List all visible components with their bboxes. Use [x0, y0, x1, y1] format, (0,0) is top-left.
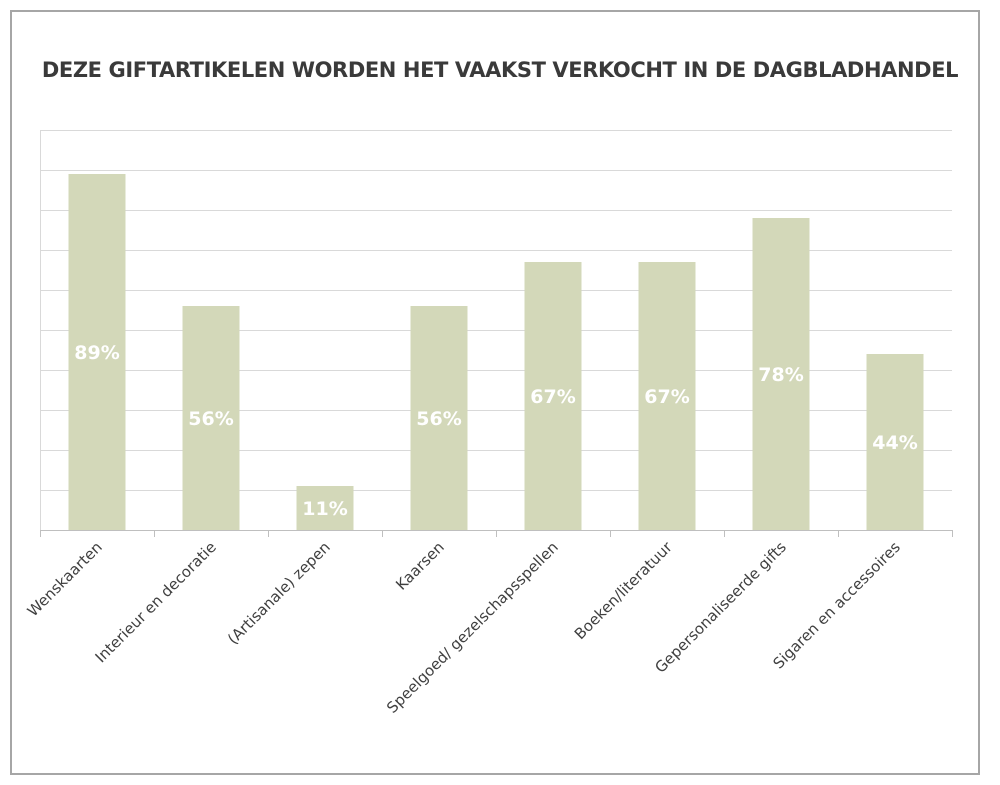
category-label: Interieur en decoratie [92, 538, 220, 666]
data-label: 89% [74, 342, 119, 364]
bar [866, 354, 924, 530]
category-label: Wenskaarten [24, 538, 106, 620]
bar [524, 262, 582, 530]
data-label: 67% [644, 386, 689, 408]
bar [182, 306, 240, 530]
bar [296, 486, 354, 530]
category-label: Boeken/literatuur [571, 538, 677, 644]
category-label: Gepersonaliseerde gifts [651, 538, 790, 677]
bar [410, 306, 468, 530]
chart-frame [10, 10, 980, 775]
data-label: 11% [302, 498, 347, 520]
data-label: 56% [188, 408, 233, 430]
data-label: 78% [758, 364, 803, 386]
data-label: 44% [872, 432, 917, 454]
bar [68, 174, 126, 530]
chart-title: DEZE GIFTARTIKELEN WORDEN HET VAAKST VER… [41, 58, 959, 82]
data-label: 56% [416, 408, 461, 430]
bar [752, 218, 810, 530]
category-label: Sigaren en accessoires [769, 538, 903, 672]
category-label: Kaarsen [392, 538, 448, 594]
category-label: (Artisanale) zepen [224, 538, 334, 648]
bar [638, 262, 696, 530]
data-label: 67% [530, 386, 575, 408]
